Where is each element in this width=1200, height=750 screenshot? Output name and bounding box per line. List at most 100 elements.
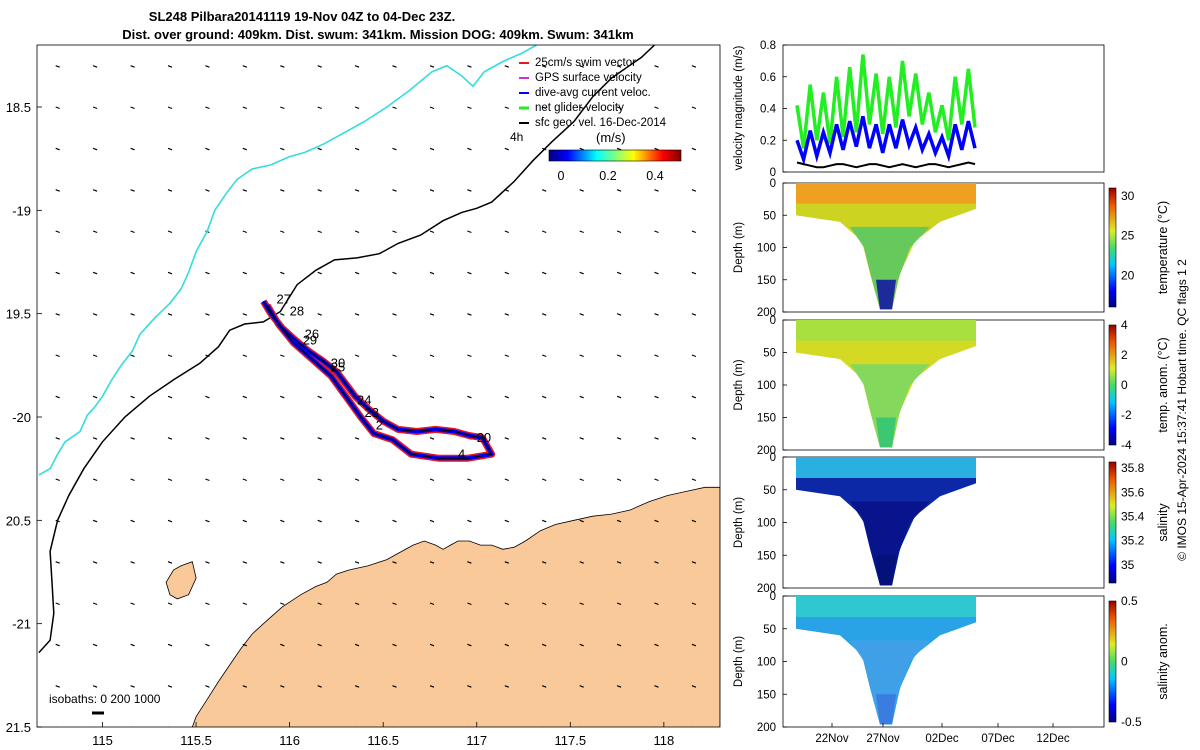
section-ylabel: Depth (m) (733, 497, 745, 548)
velocity-vector (92, 65, 98, 68)
velocity-vector (616, 147, 622, 151)
velocity-vector (317, 437, 322, 440)
velocity-vector (354, 106, 360, 110)
velocity-vector (317, 189, 322, 192)
velocity-vector (616, 65, 622, 68)
velocity-vector (504, 271, 509, 275)
velocity-vector (317, 395, 322, 399)
map-y-tick-label: 21.5 (6, 720, 31, 735)
colorbar-tick-label: -4 (1121, 438, 1132, 452)
velocity-vector (55, 189, 60, 192)
velocity-vector (130, 230, 135, 234)
map-y-tick-label: 19.5 (6, 307, 31, 322)
velocity-vector (691, 602, 697, 606)
colorbar-tick-label: 2 (1121, 348, 1128, 362)
velocity-vector (467, 643, 472, 647)
velocity-vector (392, 643, 397, 647)
velocity-vector (542, 395, 547, 399)
colorbar-tick-0: 0 (558, 169, 565, 183)
velocity-vector (130, 271, 135, 275)
velocity-vector (354, 313, 360, 316)
velocity-vector (467, 230, 472, 234)
velocity-vector (542, 437, 547, 440)
section-y-tick-label: 200 (757, 445, 776, 457)
section-salinity: 0 50 100 150 200 Depth (m) 35 35.2 35.4 35.6 35.8 s… (733, 452, 1170, 595)
section-y-tick-label: 200 (757, 307, 776, 319)
velocity-vector (429, 65, 435, 68)
section-layer (850, 364, 930, 448)
velocity-vector (654, 230, 659, 234)
velocity-vector (429, 437, 435, 440)
velocity-vector (354, 437, 360, 440)
section-y-tick-label: 50 (763, 624, 776, 636)
section-y-tick-label: 0 (770, 591, 776, 603)
velocity-vector (55, 643, 60, 647)
velocity-vector (317, 65, 322, 68)
velocity-vector (167, 106, 173, 110)
section-deep-layer (876, 694, 896, 725)
section-x-tick-label: 22Nov (815, 733, 848, 745)
map-legend: 25cm/s swim vector GPS surface velocity … (510, 57, 682, 183)
velocity-vector (242, 685, 247, 688)
velocity-vector (167, 189, 173, 192)
velocity-vector (280, 189, 285, 192)
velocity-vector (92, 602, 98, 606)
velocity-vector (55, 395, 60, 399)
section-y-tick-label: 150 (757, 413, 776, 425)
velocity-vector (130, 519, 135, 523)
velocity-vector (317, 643, 322, 647)
section-y-tick-label: 150 (757, 275, 776, 287)
velocity-vector (542, 602, 547, 606)
map-y-tick-label: -21 (12, 617, 31, 632)
velocity-vector (242, 519, 247, 523)
colorbar-tick-label: 0.5 (1121, 594, 1138, 608)
velocity-vector (130, 478, 135, 482)
velocity-vector (691, 65, 697, 68)
velocity-vector (429, 189, 435, 192)
colorbar-tick-label: 35.2 (1121, 534, 1145, 548)
velocity-vector (691, 685, 697, 688)
day-label: 28 (290, 304, 304, 319)
velocity-y-tick-label: 0.6 (760, 72, 776, 84)
velocity-vector (504, 313, 509, 316)
velocity-vector (242, 561, 247, 564)
velocity-vector (130, 437, 135, 440)
velocity-vector (504, 106, 509, 110)
velocity-vector (691, 271, 697, 275)
section-deep-layer (876, 279, 896, 310)
velocity-vector (55, 271, 60, 275)
legend-net-velocity: net glider velocity (535, 102, 624, 114)
velocity-vector (205, 478, 210, 482)
velocity-vector (55, 106, 60, 110)
map-x-tick-label: 115 (92, 733, 113, 748)
velocity-vector (429, 643, 435, 647)
velocity-colorbar (548, 149, 682, 162)
velocity-vector (504, 65, 509, 68)
velocity-vector (167, 602, 173, 606)
velocity-vector (242, 106, 247, 110)
colorbar-tick-label: 25 (1121, 229, 1135, 243)
velocity-vector (55, 354, 60, 358)
velocity-vector (317, 106, 322, 110)
velocity-vector (392, 561, 397, 564)
velocity-vector (242, 230, 247, 234)
map-x-tick-label: 118 (653, 733, 674, 748)
velocity-vector (691, 230, 697, 234)
velocity-vector (429, 561, 435, 564)
velocity-vector (579, 147, 584, 151)
section-y-tick-label: 0 (770, 315, 776, 327)
figure-title-line2: Dist. over ground: 409km. Dist. swum: 34… (122, 27, 634, 42)
velocity-vector (92, 643, 98, 647)
velocity-vector (579, 313, 584, 316)
map-x-tick-label: 117 (466, 733, 487, 748)
velocity-vector (654, 395, 659, 399)
velocity-vector (579, 478, 584, 482)
section-layer (850, 640, 930, 725)
velocity-vector (616, 437, 622, 440)
velocity-vector (654, 189, 659, 192)
velocity-vector (467, 561, 472, 564)
section-y-tick-label: 100 (757, 380, 776, 392)
velocity-vector (130, 602, 135, 606)
velocity-vector (616, 478, 622, 482)
